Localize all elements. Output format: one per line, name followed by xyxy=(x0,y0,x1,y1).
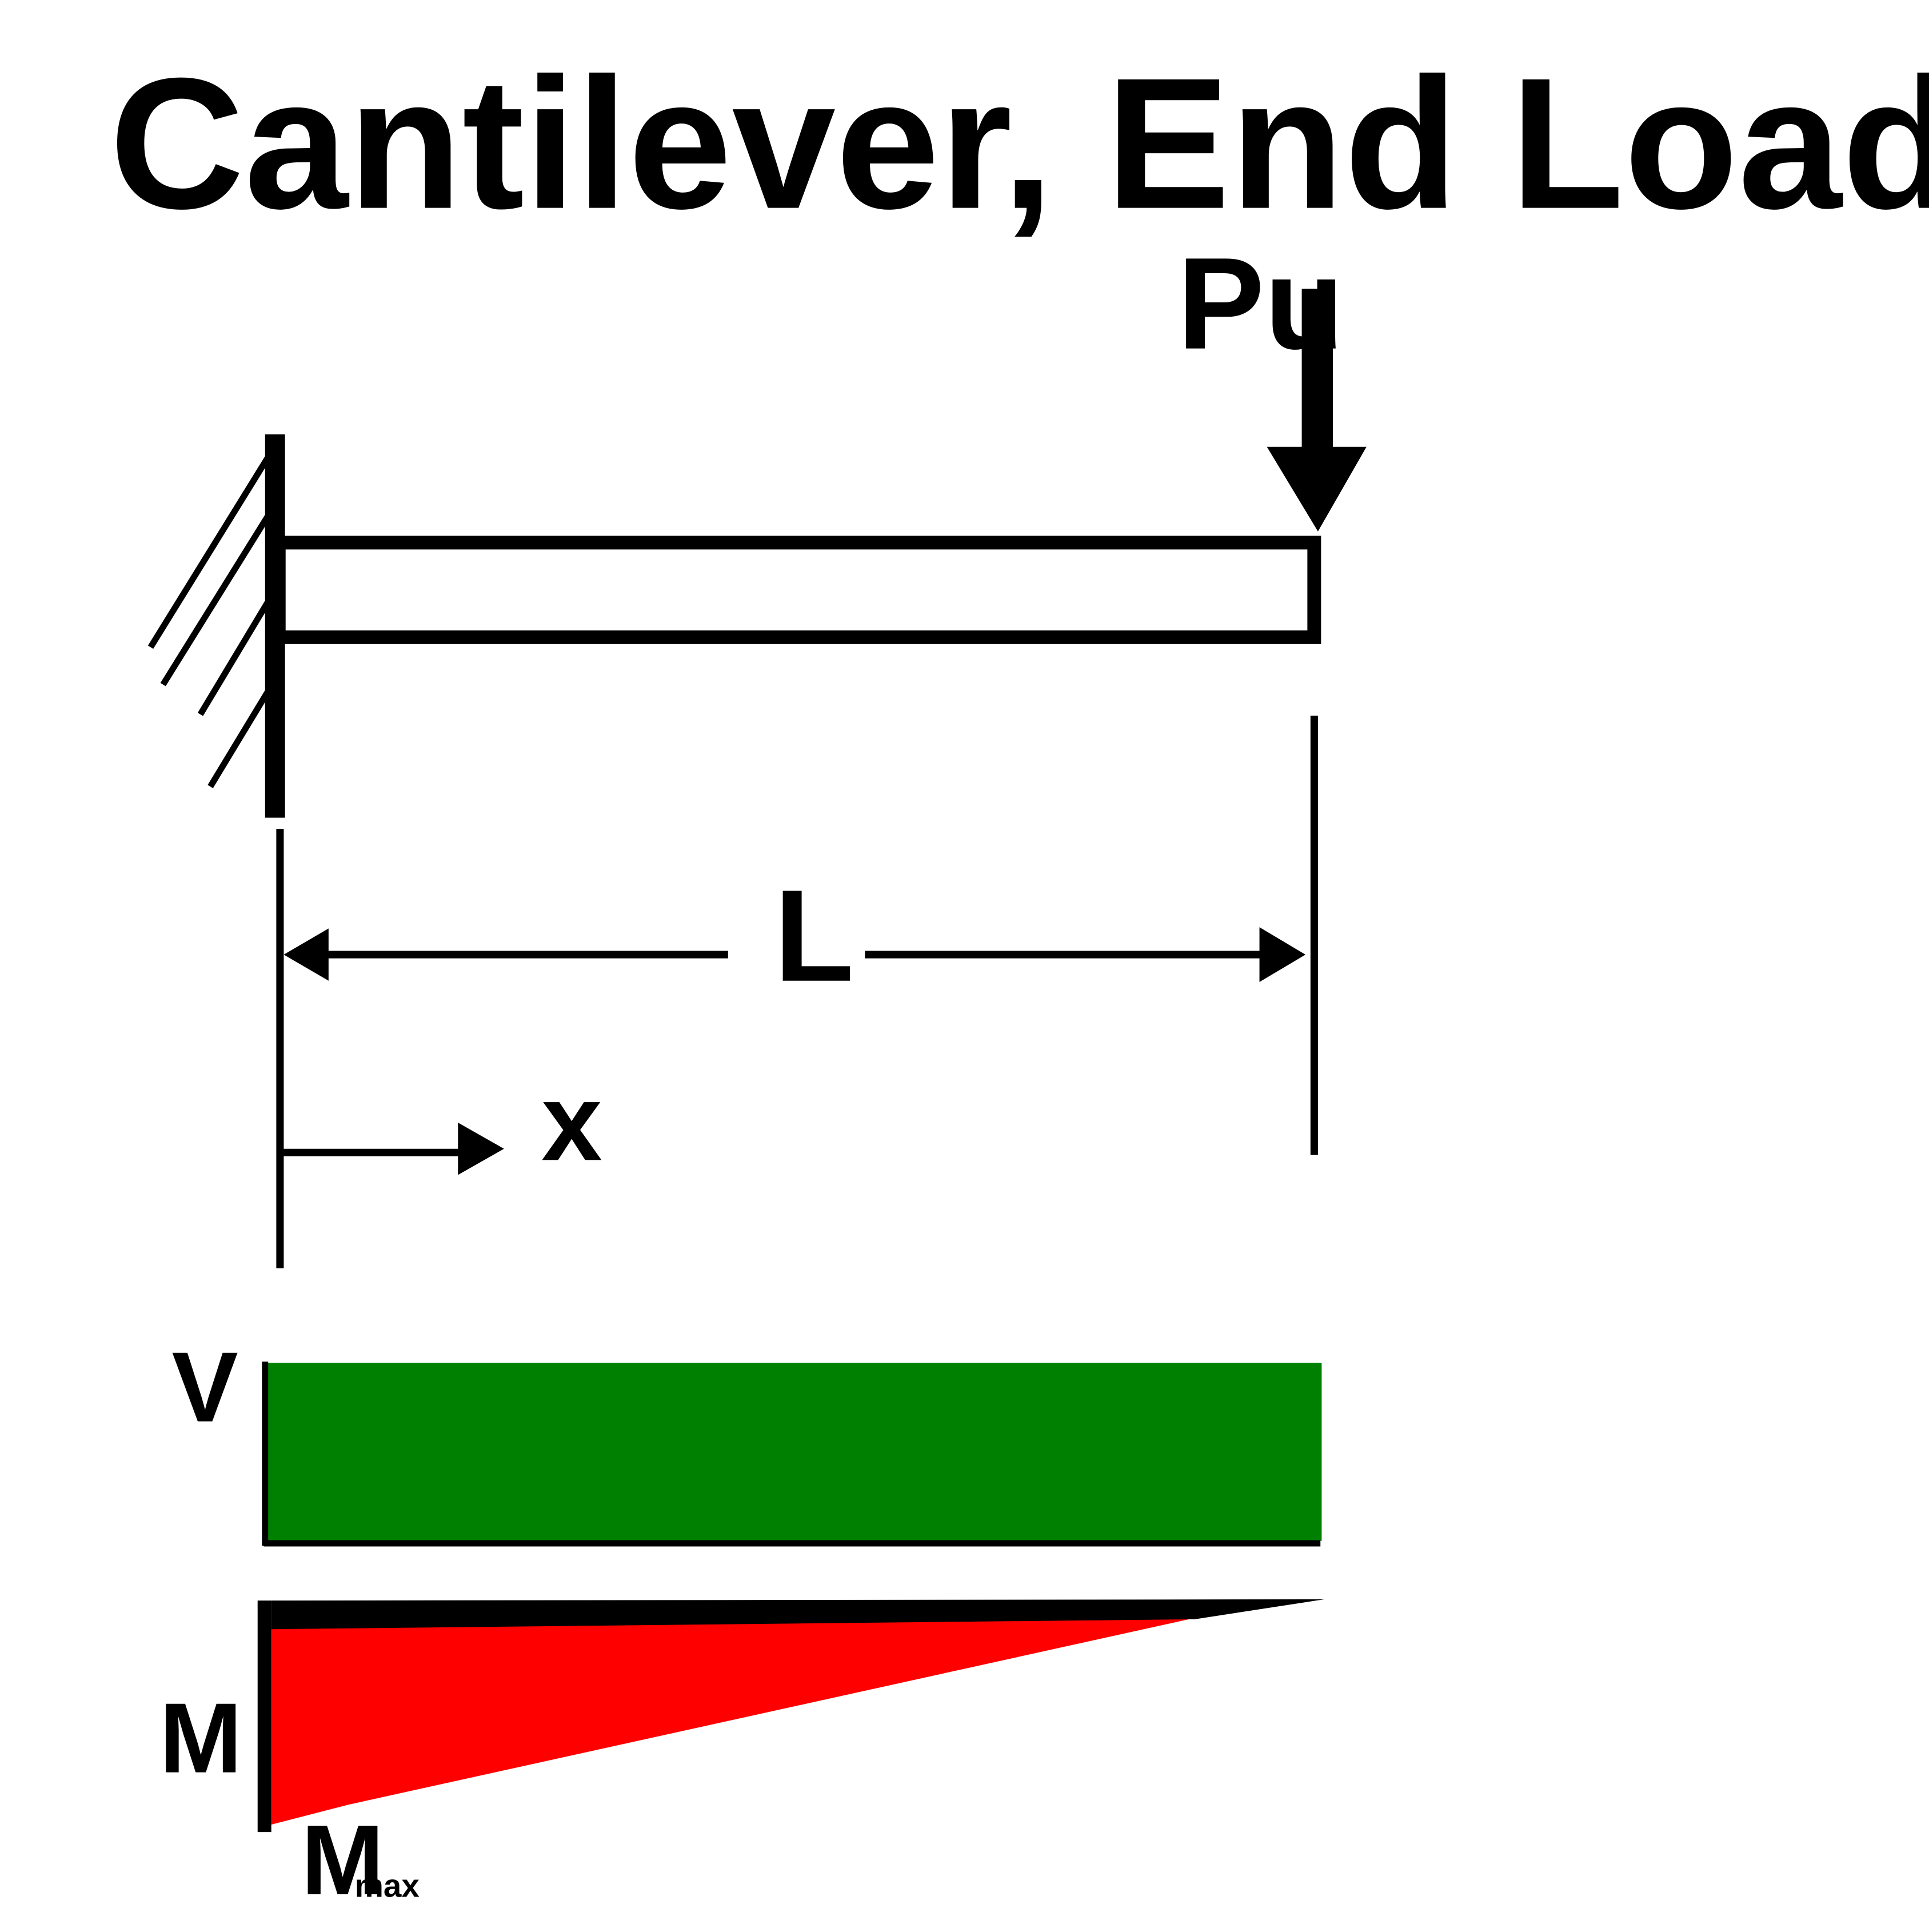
load-arrow-shaft xyxy=(1301,289,1333,451)
moment-axis-vertical xyxy=(257,1600,271,1833)
dimension-arrowhead-left xyxy=(283,928,329,981)
beam xyxy=(271,536,1321,644)
hatch-line xyxy=(147,456,270,649)
x-label: x xyxy=(541,1061,602,1183)
moment-area xyxy=(271,1618,1195,1825)
hatch-line xyxy=(160,514,270,686)
hatch-line xyxy=(207,690,270,788)
support-hatching xyxy=(147,456,270,788)
dimension-arrowhead-right xyxy=(1259,927,1306,982)
diagram-title: Cantilever, End Load xyxy=(110,39,1929,248)
moment-diagram xyxy=(257,1599,1324,1833)
load-label: Pu xyxy=(1177,231,1344,377)
moment-label: M xyxy=(159,1682,242,1794)
load-arrow-head xyxy=(1267,446,1367,532)
length-label: L xyxy=(774,863,854,1009)
shear-diagram xyxy=(262,1362,1322,1547)
point-load-arrow xyxy=(1267,289,1367,532)
max-moment-label: M max xyxy=(301,1804,420,1915)
x-arrowhead xyxy=(458,1123,504,1175)
length-dimension xyxy=(283,927,1306,982)
x-position-arrow xyxy=(283,1123,504,1175)
moment-axis-baseline xyxy=(257,1599,1324,1630)
shear-area xyxy=(266,1363,1322,1541)
hatch-line xyxy=(197,601,270,716)
fixed-support xyxy=(147,434,285,818)
max-moment-label-main: M xyxy=(301,1804,384,1915)
shear-label: V xyxy=(171,1331,238,1443)
max-moment-label-subscript: max xyxy=(355,1867,420,1903)
